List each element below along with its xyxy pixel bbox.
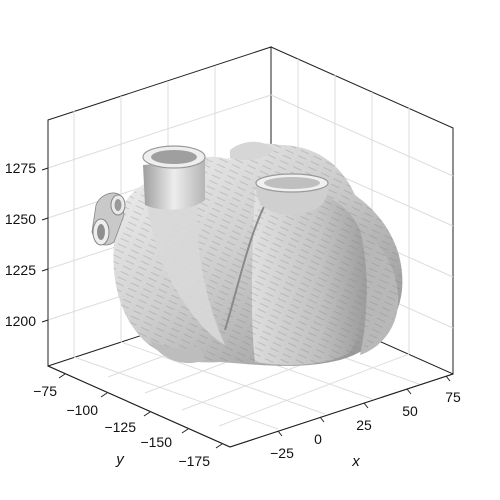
z-tick-label: 1250 <box>5 211 36 227</box>
y-axis-ticks: −75 −100 −125 −150 −175 y <box>33 373 223 469</box>
lower-vessel <box>150 340 205 364</box>
interventricular-groove <box>224 194 271 331</box>
aorta-lumen <box>151 150 197 164</box>
y-tick-label: −175 <box>178 453 210 469</box>
y-tick-label: −75 <box>33 383 57 399</box>
x-axis-ticks: −25 0 25 50 75 x <box>270 375 461 470</box>
y-tick-label: −125 <box>104 419 136 435</box>
side-vessel-lumen-2 <box>114 199 122 211</box>
z-tick-label: 1275 <box>5 160 36 176</box>
y-axis-label: y <box>115 451 125 468</box>
z-axis-ticks: 1275 1250 1225 1200 <box>5 160 49 329</box>
z-tick-label: 1225 <box>5 262 36 278</box>
y-axis-line <box>47 365 231 448</box>
z-tick-label: 1200 <box>5 313 36 329</box>
x-axis-label: x <box>351 453 360 470</box>
atrial-appendage <box>230 141 275 160</box>
aorta-cylinder <box>143 160 205 210</box>
pulmonary-lumen <box>264 177 320 189</box>
y-tick-label: −100 <box>66 402 98 418</box>
side-vessel-lumen-1 <box>97 224 105 240</box>
x-tick-label: 0 <box>314 431 322 447</box>
x-axis-line <box>229 373 454 448</box>
heart-surface <box>91 141 403 366</box>
x-tick-label: 50 <box>402 403 418 419</box>
x-tick-label: −25 <box>270 445 294 461</box>
box-front-edges <box>47 120 454 448</box>
x-tick-label: 25 <box>356 417 372 433</box>
y-tick-label: −150 <box>140 434 172 450</box>
x-tick-label: 75 <box>445 389 461 405</box>
